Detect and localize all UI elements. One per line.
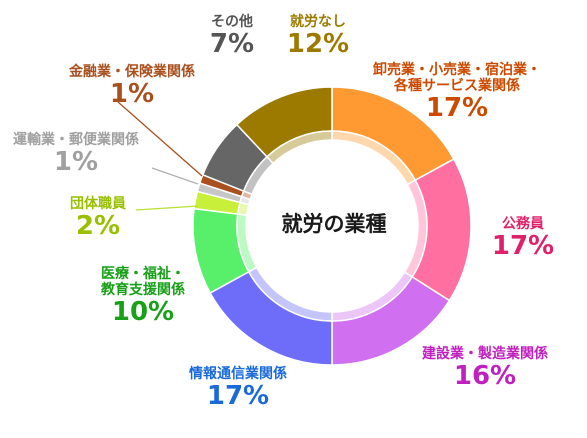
slice-label-wholesale: 卸売業・小売業・宿泊業・ 各種サービス業関係 17%: [373, 62, 541, 124]
slice-label-construction: 建設業・製造業関係 16%: [422, 346, 548, 392]
slice-label-other: その他 7%: [209, 14, 255, 60]
donut-slice-inner-9: [265, 130, 333, 165]
slice-label-medical: 医療・福祉・ 教育支援関係 10%: [101, 266, 185, 328]
slice-label-no-work: 就労なし 12%: [286, 14, 350, 60]
chart-title: 就労の業種: [281, 212, 387, 236]
leader-line-organization: [135, 205, 199, 211]
leader-line-finance: [117, 101, 203, 177]
slice-label-transport: 運輸業・郵便業関係 1%: [13, 132, 139, 178]
slice-label-organization: 団体職員 2%: [70, 196, 126, 242]
slice-label-it: 情報通信業関係 17%: [189, 366, 287, 412]
slice-label-public-servant: 公務員 17%: [491, 216, 555, 262]
slice-label-finance: 金融業・保険業関係 1%: [69, 64, 195, 110]
leader-line-transport: [151, 167, 199, 185]
